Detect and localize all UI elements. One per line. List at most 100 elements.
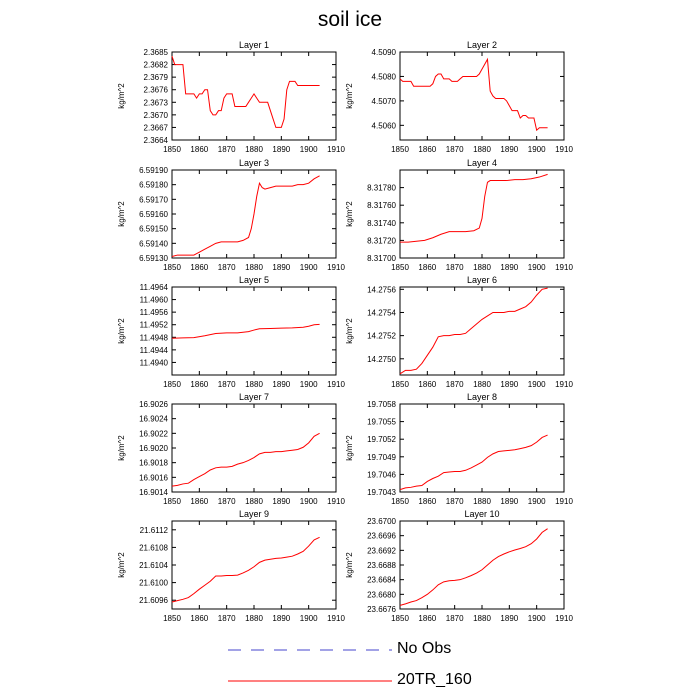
x-tick-label: 1910 — [327, 497, 345, 506]
x-tick-label: 1880 — [473, 380, 491, 389]
x-tick-label: 1890 — [272, 263, 290, 272]
x-tick-label: 1850 — [391, 614, 409, 623]
x-tick-label: 1900 — [528, 497, 546, 506]
chart-title-layer-10: Layer 10 — [464, 509, 499, 519]
series-line-layer-8 — [399, 434, 548, 491]
series-line-layer-3 — [171, 175, 320, 258]
x-tick-label: 1890 — [272, 380, 290, 389]
y-tick-label: 19.7055 — [367, 418, 396, 427]
chart-title-layer-6: Layer 6 — [467, 275, 497, 285]
x-tick-label: 1870 — [446, 497, 464, 506]
chart-title-layer-9: Layer 9 — [239, 509, 269, 519]
chart-title-layer-2: Layer 2 — [467, 40, 497, 50]
chart-layer-3: Layer 3 kg/m^2 1850 1860 1870 1880 1890 1900 191… — [117, 158, 345, 272]
y-tick-label: 2.3673 — [144, 98, 169, 107]
x-tick-label: 1870 — [446, 263, 464, 272]
y-tick-label: 4.5080 — [372, 72, 397, 81]
x-tick-label: 1900 — [528, 263, 546, 272]
x-tick-label: 1850 — [163, 614, 181, 623]
y-tick-label: 2.3664 — [144, 136, 169, 145]
x-tick-label: 1910 — [327, 614, 345, 623]
y-tick-label: 2.3682 — [144, 61, 169, 70]
y-tick-label: 23.6692 — [367, 546, 396, 555]
series-line-layer-5 — [171, 323, 320, 339]
y-tick-label: 6.59180 — [139, 181, 168, 190]
x-tick-label: 1890 — [272, 614, 290, 623]
y-tick-label: 8.31740 — [367, 219, 396, 228]
y-tick-label: 11.4944 — [140, 346, 169, 355]
series-line-layer-1 — [171, 56, 320, 128]
y-tick-label: 19.7052 — [367, 435, 396, 444]
x-tick-label: 1880 — [473, 497, 491, 506]
x-tick-label: 1860 — [190, 263, 208, 272]
y-tick-label: 23.6696 — [367, 532, 396, 541]
y-tick-label: 2.3670 — [144, 111, 169, 120]
x-tick-label: 1900 — [528, 614, 546, 623]
chart-layer-6: Layer 6 kg/m^2 1850 1860 1870 1880 1890 1900 191… — [345, 275, 573, 389]
y-tick-label: 23.6700 — [367, 517, 396, 526]
chart-title-layer-3: Layer 3 — [239, 158, 269, 168]
x-tick-label: 1910 — [555, 263, 573, 272]
y-tick-label: 21.6100 — [139, 579, 168, 588]
y-tick-label: 16.9022 — [139, 429, 168, 438]
y-axis-label-layer-9: kg/m^2 — [117, 552, 126, 578]
x-tick-label: 1850 — [391, 263, 409, 272]
y-tick-label: 16.9020 — [139, 444, 168, 453]
y-tick-label: 19.7043 — [367, 488, 396, 497]
x-tick-label: 1870 — [218, 614, 236, 623]
figure-title: soil ice — [317, 8, 383, 31]
y-tick-label: 8.31720 — [367, 236, 396, 245]
y-tick-label: 11.4940 — [140, 358, 169, 367]
x-tick-label: 1870 — [218, 497, 236, 506]
y-tick-label: 11.4964 — [140, 283, 169, 292]
x-tick-label: 1850 — [391, 145, 409, 154]
plot-frame-layer-1 — [171, 51, 337, 141]
chart-layer-8: Layer 8 kg/m^2 1850 1860 1870 1880 1890 1900 191… — [345, 392, 573, 506]
y-tick-label: 14.2756 — [367, 285, 396, 294]
x-tick-label: 1870 — [446, 380, 464, 389]
y-tick-label: 2.3679 — [144, 73, 169, 82]
x-tick-label: 1880 — [245, 380, 263, 389]
plot-frame-layer-8 — [399, 403, 565, 493]
x-tick-label: 1910 — [327, 145, 345, 154]
x-tick-label: 1900 — [300, 263, 318, 272]
y-tick-label: 6.59190 — [139, 166, 168, 175]
y-tick-label: 6.59130 — [139, 254, 168, 263]
x-tick-label: 1850 — [163, 380, 181, 389]
series-line-layer-9 — [171, 536, 320, 603]
x-tick-label: 1850 — [391, 380, 409, 389]
x-tick-label: 1890 — [500, 497, 518, 506]
x-tick-label: 1860 — [190, 614, 208, 623]
y-tick-label: 8.31760 — [367, 201, 396, 210]
y-tick-label: 2.3676 — [144, 86, 169, 95]
x-tick-label: 1900 — [300, 497, 318, 506]
x-tick-label: 1900 — [528, 145, 546, 154]
x-tick-label: 1850 — [391, 497, 409, 506]
y-axis-label-layer-8: kg/m^2 — [345, 435, 354, 461]
y-tick-label: 23.6676 — [367, 605, 396, 614]
y-tick-label: 23.6684 — [367, 576, 396, 585]
plot-frame-layer-4 — [399, 169, 565, 259]
x-tick-label: 1910 — [555, 380, 573, 389]
x-tick-label: 1880 — [473, 145, 491, 154]
y-axis-label-layer-3: kg/m^2 — [117, 201, 126, 227]
y-axis-label-layer-6: kg/m^2 — [345, 318, 354, 344]
y-axis-label-layer-2: kg/m^2 — [345, 83, 354, 109]
x-tick-label: 1890 — [272, 145, 290, 154]
y-axis-label-layer-7: kg/m^2 — [117, 435, 126, 461]
chart-layer-9: Layer 9 kg/m^2 1850 1860 1870 1880 1890 1900 191… — [117, 509, 345, 623]
x-tick-label: 1910 — [555, 145, 573, 154]
chart-title-layer-7: Layer 7 — [239, 392, 269, 402]
y-tick-label: 6.59140 — [139, 239, 168, 248]
y-tick-label: 16.9016 — [139, 473, 168, 482]
y-axis-label-layer-10: kg/m^2 — [345, 552, 354, 578]
y-axis-label-layer-5: kg/m^2 — [117, 318, 126, 344]
plot-frame-layer-6 — [399, 286, 565, 376]
y-tick-label: 16.9014 — [139, 488, 168, 497]
x-tick-label: 1870 — [218, 263, 236, 272]
y-tick-label: 16.9024 — [139, 415, 168, 424]
y-tick-label: 11.4960 — [140, 296, 169, 305]
y-tick-label: 8.31780 — [367, 184, 396, 193]
